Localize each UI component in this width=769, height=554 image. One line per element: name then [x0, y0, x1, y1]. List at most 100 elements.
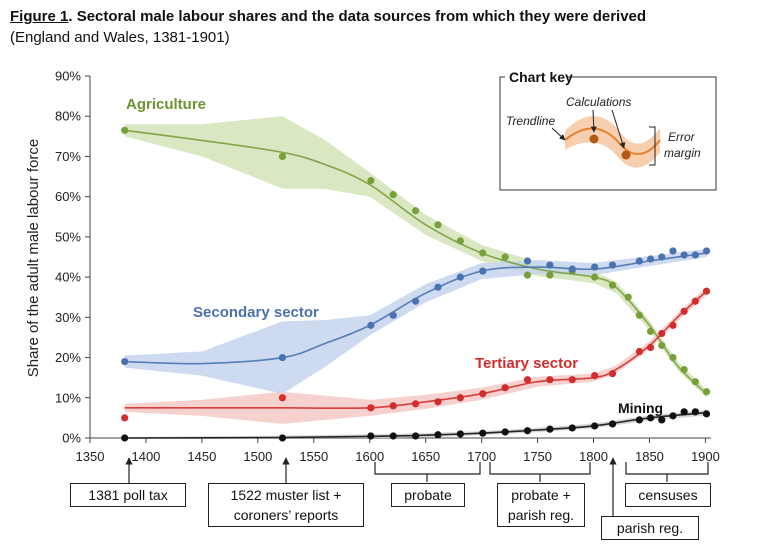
mining-data-point [568, 424, 576, 432]
mining-data-point [646, 414, 655, 422]
tertiary-sector-data-point [568, 376, 576, 384]
mining-data-point [702, 410, 711, 418]
source-markers [125, 457, 709, 516]
tertiary-sector-data-point [434, 398, 442, 406]
secondary-sector-data-point [691, 251, 699, 259]
x-tick-label: 1700 [467, 449, 496, 464]
mining-data-point [412, 432, 420, 440]
source-poll-tax: 1381 poll tax [70, 483, 186, 507]
y-tick-label: 80% [55, 109, 81, 124]
secondary-sector-data-point [591, 263, 599, 271]
data-points [121, 126, 711, 442]
agriculture-data-point [412, 207, 420, 215]
agriculture-data-point [624, 293, 632, 301]
tertiary-sector-data-point [367, 404, 375, 412]
x-tick-label: 1900 [691, 449, 720, 464]
mining-data-point [591, 422, 599, 430]
mining-label: Mining [618, 400, 663, 416]
mining-data-point [608, 420, 617, 428]
source-muster-line2: coroners’ reports [233, 507, 339, 523]
secondary-sector-data-point [479, 267, 487, 275]
tertiary-sector-data-point [412, 400, 420, 408]
x-tick-label: 1850 [635, 449, 664, 464]
chart-key-bracket [649, 126, 656, 166]
mining-data-point [434, 431, 442, 439]
chart-key-band [565, 116, 660, 168]
x-tick-label: 1600 [355, 449, 384, 464]
chart-key-frame [499, 76, 717, 191]
tertiary-sector-error-band [124, 286, 707, 424]
secondary-sector-data-point [278, 353, 287, 362]
source-muster-line1: 1522 muster list + [230, 487, 342, 503]
mining-data-point [523, 427, 532, 435]
agriculture-data-point [546, 271, 554, 279]
figure-subtitle: (England and Wales, 1381-1901) [10, 29, 230, 46]
chart-key-error-line1: Error [668, 130, 696, 144]
tertiary-sector-data-point [456, 394, 464, 402]
agriculture-data-point [278, 152, 287, 161]
agriculture-data-point [680, 366, 688, 374]
y-tick-label: 50% [55, 229, 81, 244]
tertiary-sector-data-point [389, 402, 397, 410]
tertiary-sector-data-point [278, 394, 287, 402]
chart-key-arrow [551, 127, 566, 141]
source-censuses: censuses [625, 483, 711, 507]
agriculture-data-point [501, 253, 509, 261]
mining-data-point [669, 412, 677, 420]
agriculture-data-point [691, 378, 699, 386]
x-tick-label: 1350 [76, 449, 105, 464]
y-tick-label: 10% [55, 390, 81, 405]
mining-data-point [691, 408, 699, 416]
secondary-sector-data-point [412, 297, 420, 305]
secondary-sector-data-point [456, 273, 464, 281]
agriculture-data-point [389, 191, 397, 199]
tertiary-sector-data-point [680, 307, 688, 315]
agriculture-data-point [591, 273, 599, 281]
secondary-sector-data-point [121, 357, 129, 366]
mining-data-point [479, 429, 487, 437]
y-tick-label: 60% [55, 189, 81, 204]
tertiary-sector-data-point [635, 347, 643, 356]
agriculture-data-point [479, 249, 487, 257]
chart-key-dot [621, 150, 631, 160]
x-tick-label: 1750 [523, 449, 552, 464]
agriculture-data-point [646, 327, 655, 336]
agriculture-data-point [523, 271, 532, 279]
mining-data-point [546, 425, 554, 433]
y-tick-label: 30% [55, 310, 81, 325]
agriculture-data-point [635, 311, 643, 319]
secondary-sector-data-point [680, 251, 688, 259]
figure-title-text: Sectoral male labour shares and the data… [76, 8, 647, 25]
chart-key-arrow [611, 109, 626, 149]
secondary-sector-label: Secondary sector [193, 304, 319, 321]
x-axis: 1350 1400 1450 1500 1550 1600 1650 1700 1750 1800… [76, 437, 720, 464]
mining-data-point [121, 434, 129, 442]
secondary-sector-data-point [546, 261, 554, 269]
mining-data-point [635, 416, 643, 424]
x-tick-label: 1400 [131, 449, 160, 464]
mining-data-point [389, 432, 397, 440]
secondary-sector-data-point [608, 261, 617, 269]
chart-key-title: Chart key [509, 69, 573, 85]
tertiary-sector-data-point [646, 343, 655, 352]
tertiary-sector-data-point [591, 372, 599, 380]
y-axis-label: Share of the adult male labour force [25, 139, 42, 377]
chart-key: Chart key Calculations Trendline Error m… [499, 69, 717, 191]
secondary-sector-data-point [635, 257, 643, 265]
tertiary-sector-data-point [546, 376, 554, 384]
x-tick-label: 1550 [299, 449, 328, 464]
tertiary-sector-label: Tertiary sector [475, 355, 578, 372]
tertiary-sector-data-point [658, 329, 666, 338]
secondary-sector-error-band [124, 248, 707, 394]
y-tick-label: 70% [55, 149, 81, 164]
chart-key-arrow [590, 109, 597, 133]
secondary-sector-data-point [523, 257, 532, 265]
agriculture-data-point [367, 176, 375, 185]
error-bands [124, 116, 707, 438]
tertiary-sector-data-point [479, 390, 487, 398]
tertiary-sector-data-point [121, 414, 129, 422]
tertiary-sector-data-point [501, 384, 509, 392]
chart-key-calculations: Calculations [566, 95, 631, 109]
source-parish-reg: parish reg. [601, 516, 699, 540]
